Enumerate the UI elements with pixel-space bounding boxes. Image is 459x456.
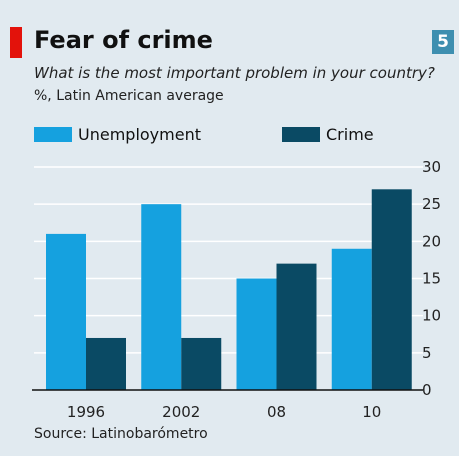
bar-crime-2002 xyxy=(181,337,222,390)
legend-label-unemployment: Unemployment xyxy=(78,124,201,144)
bar-crime-08 xyxy=(276,263,317,390)
chart-number-badge: 5 xyxy=(432,30,454,54)
source-note: Source: Latinobarómetro xyxy=(34,426,208,442)
y-tick-label-30: 30 xyxy=(422,158,441,176)
legend-item-unemployment: Unemployment xyxy=(34,123,201,145)
y-tick-label-20: 20 xyxy=(422,232,441,250)
y-tick-label-15: 15 xyxy=(422,270,441,288)
red-accent-bar xyxy=(10,27,22,58)
y-tick-label-10: 10 xyxy=(422,307,441,325)
bar-unemployment-1996 xyxy=(46,233,86,390)
chart-title: Fear of crime xyxy=(34,26,213,54)
bar-unemployment-2002 xyxy=(141,204,182,390)
y-tick-label-25: 25 xyxy=(422,195,441,213)
bar-unemployment-08 xyxy=(236,278,277,390)
x-tick-label-10: 10 xyxy=(362,403,381,421)
chart-subtitle: What is the most important problem in yo… xyxy=(34,64,435,82)
legend-label-crime: Crime xyxy=(326,124,374,144)
bar-unemployment-10 xyxy=(331,248,372,390)
bar-crime-1996 xyxy=(86,337,126,390)
bar-crime-10 xyxy=(371,189,412,390)
unit-label: %, Latin American average xyxy=(34,88,224,104)
y-tick-label-0: 0 xyxy=(422,381,432,399)
y-tick-label-5: 5 xyxy=(422,344,432,362)
x-tick-label-1996: 1996 xyxy=(67,403,105,421)
x-tick-label-08: 08 xyxy=(267,403,286,421)
legend-item-crime: Crime xyxy=(282,123,374,145)
x-tick-label-2002: 2002 xyxy=(162,403,200,421)
legend-swatch-crime xyxy=(282,126,320,142)
legend-swatch-unemployment xyxy=(34,126,72,142)
